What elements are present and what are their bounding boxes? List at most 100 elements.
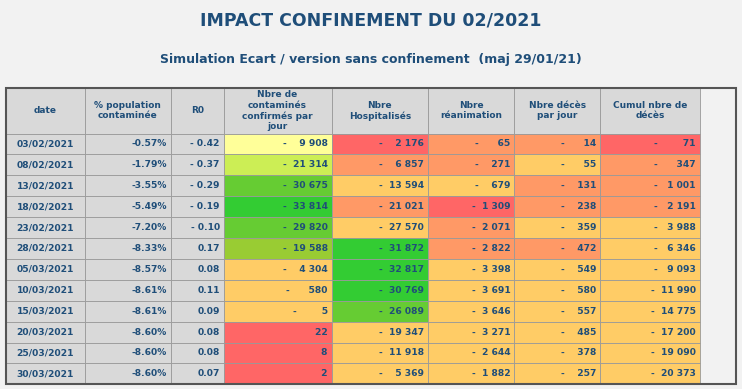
Bar: [428, 133, 514, 154]
Text: -  20 373: - 20 373: [651, 370, 696, 378]
Bar: [600, 133, 700, 154]
Bar: [85, 175, 171, 196]
Bar: [85, 238, 171, 259]
Bar: [171, 238, 223, 259]
Bar: [171, 196, 223, 217]
Text: Nbre de
contaminés
confirmés par
jour: Nbre de contaminés confirmés par jour: [242, 90, 313, 131]
Text: -  1 309: - 1 309: [472, 202, 510, 211]
Bar: [332, 280, 428, 301]
Bar: [171, 175, 223, 196]
Bar: [6, 259, 85, 280]
Text: -  21 021: - 21 021: [379, 202, 424, 211]
Bar: [428, 238, 514, 259]
Bar: [223, 88, 332, 133]
Text: -      580: - 580: [286, 286, 328, 295]
Text: 22: 22: [290, 328, 328, 336]
Text: 0.17: 0.17: [197, 244, 220, 253]
Bar: [223, 363, 332, 384]
Bar: [332, 322, 428, 343]
Text: date: date: [34, 106, 57, 115]
Bar: [428, 280, 514, 301]
Bar: [514, 217, 600, 238]
Text: 05/03/2021: 05/03/2021: [16, 265, 74, 274]
Bar: [6, 238, 85, 259]
Text: 8: 8: [293, 349, 328, 357]
Bar: [223, 154, 332, 175]
Text: - 0.19: - 0.19: [190, 202, 220, 211]
Text: -  3 271: - 3 271: [472, 328, 510, 336]
Bar: [6, 88, 85, 133]
Text: -  27 570: - 27 570: [379, 223, 424, 232]
Text: -  13 594: - 13 594: [379, 181, 424, 190]
Text: -      14: - 14: [561, 140, 597, 149]
Text: -    271: - 271: [475, 160, 510, 169]
Bar: [514, 322, 600, 343]
Bar: [428, 343, 514, 363]
Text: -  19 588: - 19 588: [283, 244, 328, 253]
Bar: [428, 88, 514, 133]
Bar: [6, 196, 85, 217]
Text: -  26 089: - 26 089: [379, 307, 424, 316]
Text: -0.57%: -0.57%: [132, 140, 167, 149]
Bar: [85, 363, 171, 384]
Text: -   2 191: - 2 191: [654, 202, 696, 211]
Text: -  29 820: - 29 820: [283, 223, 328, 232]
Bar: [600, 322, 700, 343]
Text: -  17 200: - 17 200: [651, 328, 696, 336]
Bar: [85, 154, 171, 175]
Bar: [171, 154, 223, 175]
Bar: [428, 217, 514, 238]
Bar: [171, 322, 223, 343]
Text: 2: 2: [293, 370, 328, 378]
Text: 23/02/2021: 23/02/2021: [16, 223, 74, 232]
Text: -  32 817: - 32 817: [379, 265, 424, 274]
Text: -  30 769: - 30 769: [379, 286, 424, 295]
Bar: [600, 154, 700, 175]
Bar: [85, 217, 171, 238]
Bar: [514, 343, 600, 363]
Text: 25/03/2021: 25/03/2021: [16, 349, 74, 357]
Bar: [514, 175, 600, 196]
Bar: [600, 196, 700, 217]
Bar: [428, 154, 514, 175]
Bar: [600, 343, 700, 363]
Text: -    5 369: - 5 369: [379, 370, 424, 378]
Bar: [428, 175, 514, 196]
Text: 08/02/2021: 08/02/2021: [16, 160, 74, 169]
Text: -8.60%: -8.60%: [132, 370, 167, 378]
Bar: [332, 217, 428, 238]
Text: -        71: - 71: [654, 140, 696, 149]
Bar: [223, 259, 332, 280]
Bar: [332, 133, 428, 154]
Bar: [6, 175, 85, 196]
Bar: [6, 88, 736, 384]
Bar: [223, 196, 332, 217]
Bar: [171, 133, 223, 154]
Text: -8.33%: -8.33%: [132, 244, 167, 253]
Text: 0.08: 0.08: [197, 349, 220, 357]
Bar: [514, 363, 600, 384]
Text: 0.08: 0.08: [197, 265, 220, 274]
Text: -    257: - 257: [561, 370, 597, 378]
Bar: [514, 196, 600, 217]
Bar: [223, 175, 332, 196]
Bar: [6, 301, 85, 322]
Bar: [600, 301, 700, 322]
Bar: [514, 301, 600, 322]
Text: -  11 990: - 11 990: [651, 286, 696, 295]
Text: -    6 857: - 6 857: [379, 160, 424, 169]
Bar: [85, 343, 171, 363]
Text: Simulation Ecart / version sans confinement  (maj 29/01/21): Simulation Ecart / version sans confinem…: [160, 53, 582, 65]
Text: - 0.29: - 0.29: [190, 181, 220, 190]
Text: -8.57%: -8.57%: [132, 265, 167, 274]
Text: -  19 090: - 19 090: [651, 349, 696, 357]
Text: -    131: - 131: [561, 181, 597, 190]
Bar: [85, 301, 171, 322]
Text: -  14 775: - 14 775: [651, 307, 696, 316]
Bar: [332, 301, 428, 322]
Text: -      55: - 55: [561, 160, 597, 169]
Bar: [514, 238, 600, 259]
Bar: [514, 133, 600, 154]
Text: Nbre décès
par jour: Nbre décès par jour: [528, 101, 585, 120]
Text: -  2 071: - 2 071: [472, 223, 510, 232]
